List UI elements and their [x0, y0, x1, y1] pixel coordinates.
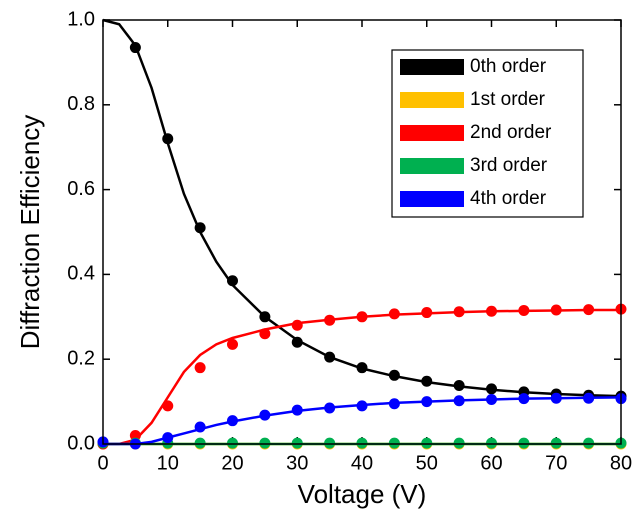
data-point — [421, 437, 433, 449]
data-point — [583, 304, 595, 316]
data-point — [583, 392, 595, 404]
y-tick-label: 0.0 — [67, 432, 95, 454]
data-point — [388, 369, 400, 381]
fit-line — [103, 308, 621, 446]
data-point — [291, 319, 303, 331]
data-point — [356, 400, 368, 412]
data-point — [129, 430, 141, 442]
data-point — [518, 393, 530, 405]
x-tick-label: 0 — [97, 452, 108, 474]
data-point — [518, 304, 530, 316]
x-tick-label: 30 — [286, 452, 308, 474]
data-point — [291, 336, 303, 348]
x-tick-label: 60 — [480, 452, 502, 474]
data-point — [259, 437, 271, 449]
x-tick-label: 20 — [221, 452, 243, 474]
data-point — [453, 437, 465, 449]
x-axis-label: Voltage (V) — [298, 479, 427, 509]
legend-label: 1st order — [470, 89, 546, 110]
data-point — [550, 437, 562, 449]
data-point — [518, 437, 530, 449]
data-point — [550, 304, 562, 316]
data-point — [194, 222, 206, 234]
data-point — [227, 338, 238, 350]
data-point — [356, 437, 368, 449]
data-point — [421, 396, 433, 408]
data-point — [421, 307, 433, 319]
data-point — [324, 314, 336, 326]
data-point — [129, 42, 141, 54]
data-point — [324, 402, 336, 414]
data-point — [194, 437, 206, 449]
data-point — [356, 311, 368, 323]
data-point — [324, 437, 336, 449]
y-tick-label: 0.4 — [67, 263, 95, 285]
x-tick-label: 80 — [610, 452, 632, 474]
data-point — [227, 415, 238, 427]
data-point — [227, 437, 238, 449]
legend-swatch — [400, 158, 464, 174]
x-tick-label: 10 — [157, 452, 179, 474]
data-point — [388, 398, 400, 410]
data-point — [453, 395, 465, 407]
legend-label: 3rd order — [470, 155, 548, 176]
data-point — [421, 375, 433, 387]
data-point — [194, 362, 206, 374]
legend-swatch — [400, 59, 464, 75]
data-point — [162, 432, 174, 444]
data-point — [388, 437, 400, 449]
x-tick-label: 70 — [545, 452, 567, 474]
x-tick-label: 50 — [416, 452, 438, 474]
legend-label: 4th order — [470, 188, 547, 209]
data-point — [162, 133, 174, 145]
data-point — [259, 409, 271, 421]
y-axis-label: Diffraction Efficiency — [15, 115, 45, 350]
legend-swatch — [400, 125, 464, 141]
y-tick-label: 1.0 — [67, 8, 95, 30]
data-point — [291, 437, 303, 449]
data-point — [486, 393, 497, 405]
y-tick-label: 0.8 — [67, 93, 95, 115]
data-point — [550, 392, 562, 404]
y-tick-label: 0.6 — [67, 178, 95, 200]
legend-swatch — [400, 191, 464, 207]
plot-frame — [102, 19, 622, 445]
data-point — [453, 306, 465, 318]
data-point — [583, 437, 595, 449]
data-point — [259, 328, 271, 340]
y-tick-label: 0.2 — [67, 347, 95, 369]
data-point — [194, 421, 206, 433]
data-point — [259, 311, 271, 323]
data-point — [227, 275, 238, 287]
data-point — [453, 379, 465, 391]
data-point — [324, 351, 336, 363]
data-point — [486, 437, 497, 449]
data-point — [388, 308, 400, 320]
data-point — [486, 305, 497, 317]
x-tick-label: 40 — [351, 452, 373, 474]
legend-label: 2nd order — [470, 122, 552, 143]
data-point — [291, 404, 303, 416]
legend-label: 0th order — [470, 56, 547, 77]
data-point — [162, 400, 174, 412]
legend-swatch — [400, 92, 464, 108]
data-point — [356, 362, 368, 374]
data-point — [486, 383, 497, 395]
